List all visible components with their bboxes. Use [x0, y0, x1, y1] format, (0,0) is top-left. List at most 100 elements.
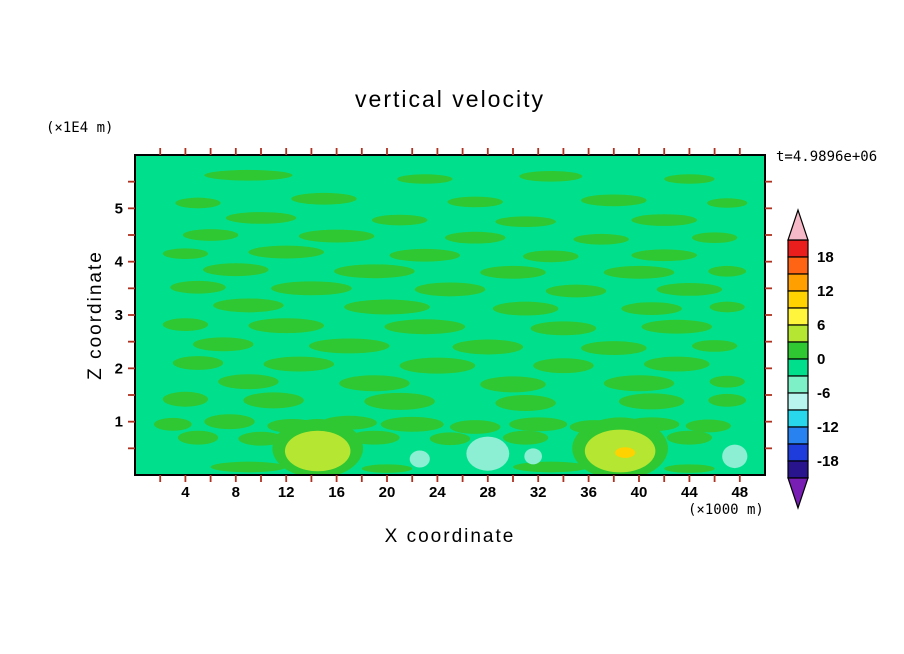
x-tick-label: 48	[731, 484, 748, 501]
contour-feature	[524, 448, 542, 465]
contour-streak	[644, 356, 710, 372]
contour-streak	[364, 392, 435, 410]
contour-feature	[409, 450, 430, 468]
contour-streak	[603, 375, 675, 392]
contour-streak	[573, 233, 629, 245]
time-label: t=4.9896e+06	[776, 149, 878, 165]
contour-streak	[238, 431, 284, 446]
contour-streak	[545, 284, 607, 298]
tick-marks	[128, 148, 772, 482]
contour-streak	[691, 340, 738, 352]
contour-streak	[709, 301, 745, 313]
contour-streak	[397, 174, 453, 184]
colorbar-label: -18	[817, 453, 839, 470]
colorbar-band	[787, 239, 809, 258]
contour-streak	[502, 430, 549, 445]
contour-streak	[175, 197, 221, 209]
contour-streak	[631, 249, 697, 262]
colorbar-label: 18	[817, 249, 834, 266]
contour-streak	[263, 356, 335, 372]
contour-streak	[450, 420, 501, 434]
colorbar-band	[787, 307, 809, 326]
x-tick-label: 20	[379, 484, 396, 501]
contour-streak	[519, 171, 583, 182]
contour-streak	[334, 264, 415, 279]
contour-streak	[621, 302, 682, 315]
contour-streak	[162, 318, 209, 331]
x-tick-label: 12	[278, 484, 295, 501]
contour-feature	[466, 436, 510, 471]
colorbar-band	[787, 273, 809, 292]
contour-streak	[444, 231, 506, 244]
colorbar-band	[787, 256, 809, 275]
colorbar-label: 0	[817, 351, 825, 368]
y-tick-label: 3	[115, 307, 123, 324]
y-tick-label: 4	[115, 254, 124, 271]
colorbar-band	[787, 341, 809, 360]
contour-streak	[656, 283, 723, 296]
x-tick-label: 24	[429, 484, 446, 501]
contour-streak	[380, 416, 444, 432]
x-tick-label: 40	[631, 484, 648, 501]
contour-streak	[170, 280, 226, 294]
contour-streak	[349, 430, 400, 445]
contour-streak	[509, 417, 568, 432]
x-axis-unit: (×1000 m)	[688, 502, 764, 518]
colorbar-band	[787, 324, 809, 343]
contour-streak	[203, 263, 269, 277]
contour-streak	[248, 245, 324, 259]
contour-streak	[533, 358, 594, 374]
contour-streak	[384, 319, 466, 335]
contour-streak	[495, 216, 556, 228]
x-tick-label: 4	[181, 484, 190, 501]
contour-field	[135, 155, 765, 475]
contour-streak	[429, 432, 471, 446]
x-tick-label: 32	[530, 484, 547, 501]
contour-streak	[480, 265, 546, 279]
contour-streak	[603, 265, 675, 279]
contour-streak	[664, 464, 715, 473]
contour-streak	[492, 301, 559, 316]
contour-streak	[271, 281, 352, 296]
contour-streak	[685, 419, 731, 433]
chart-title: vertical velocity	[355, 86, 545, 112]
contour-streak	[204, 414, 255, 430]
y-tick-label: 2	[115, 360, 123, 377]
colorbar-label: -6	[817, 385, 830, 402]
contour-streak	[204, 169, 293, 181]
x-tick-label: 44	[681, 484, 698, 501]
contour-streak	[513, 461, 589, 473]
contour-streak	[210, 461, 287, 473]
contour-streak	[162, 248, 209, 259]
contour-streak	[414, 282, 486, 297]
contour-streak	[581, 194, 647, 207]
contour-streak	[399, 357, 476, 374]
colorbar-band	[787, 409, 809, 428]
colorbar-label: 12	[817, 283, 834, 300]
contour-streak	[213, 298, 284, 313]
contour-streak	[631, 214, 697, 226]
contour-streak	[452, 339, 524, 355]
contour-streak	[581, 341, 647, 356]
colorbar: 18 12 6 0 -6 -12 -18	[787, 208, 839, 510]
contour-feature	[615, 447, 636, 458]
contour-streak	[172, 356, 224, 370]
colorbar-band	[787, 426, 809, 445]
colorbar-label: 6	[817, 317, 825, 334]
contour-streak	[709, 375, 745, 388]
contour-feature	[722, 444, 748, 469]
x-tick-label: 16	[328, 484, 345, 501]
x-tick-label: 8	[232, 484, 240, 501]
contour-streak	[225, 212, 297, 224]
colorbar-band	[787, 443, 809, 462]
contour-streak	[192, 337, 254, 352]
colorbar-band	[787, 460, 809, 479]
contour-streak	[707, 198, 748, 208]
contour-streak	[447, 196, 503, 208]
contour-streak	[666, 430, 713, 445]
colorbar-label: -12	[817, 419, 839, 436]
contour-streak	[708, 393, 747, 407]
